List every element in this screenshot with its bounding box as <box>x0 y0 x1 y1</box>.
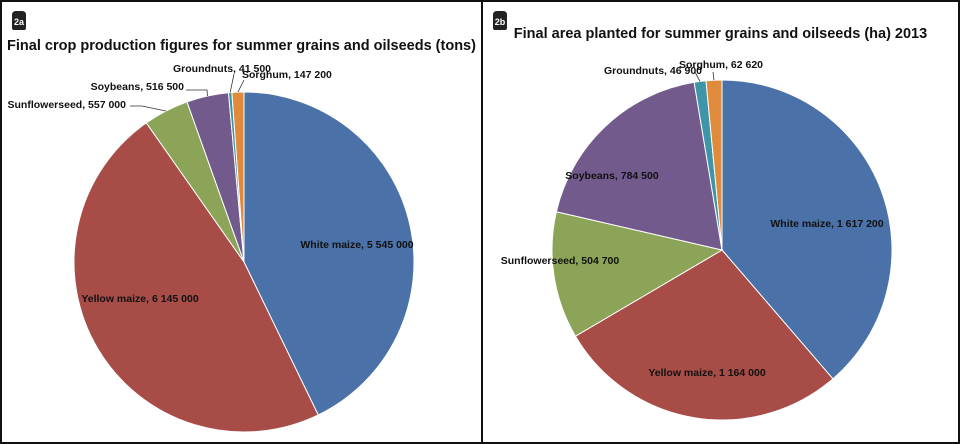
data-label-sunflowerseed: Sunflowerseed, 504 700 <box>501 255 620 267</box>
pie-slice-white-maize <box>721 79 893 380</box>
chart-panel-2b: 2b Final area planted for summer grains … <box>483 2 958 442</box>
data-label-soybeans: Soybeans, 784 500 <box>565 170 659 182</box>
figure-badge-2a: 2a <box>12 11 26 30</box>
pie-chart-2a: White maize, 5 545 000 Yellow maize, 6 14… <box>8 63 415 433</box>
badge-label-2a: 2a <box>14 17 25 27</box>
data-label-sorghum: Sorghum, 62 620 <box>679 59 763 71</box>
leader-line-soybeans <box>186 89 208 97</box>
chart-title-2b: Final area planted for summer grains and… <box>513 26 928 42</box>
pie-slice-white-maize <box>243 91 415 416</box>
data-label-white-maize: White maize, 5 545 000 <box>300 239 413 251</box>
data-label-soybeans: Soybeans, 516 500 <box>91 81 185 93</box>
leader-line-sunflowerseed <box>130 105 167 112</box>
leader-line-sorghum <box>237 79 245 93</box>
figure-badge-2b: 2b <box>493 11 507 30</box>
leader-line-groundnuts <box>694 71 701 82</box>
data-label-groundnuts: Groundnuts, 46 900 <box>604 65 702 77</box>
panel-divider <box>481 2 483 442</box>
data-label-sunflowerseed: Sunflowerseed, 557 000 <box>8 99 127 111</box>
badge-label-2b: 2b <box>495 17 506 27</box>
data-label-yellow-maize: Yellow maize, 6 145 000 <box>81 293 198 305</box>
chart-title-2a: Final crop production figures for summer… <box>7 38 476 54</box>
leader-line-sorghum <box>712 71 715 81</box>
pie-slice-yellow-maize <box>574 249 834 421</box>
pie-chart-2b: White maize, 1 617 200 Yellow maize, 1 16… <box>501 59 893 421</box>
leader-line-groundnuts <box>229 73 235 93</box>
data-label-groundnuts: Groundnuts, 41 500 <box>173 63 271 75</box>
pie-slice-yellow-maize <box>73 122 319 433</box>
data-label-sorghum: Sorghum, 147 200 <box>242 69 332 81</box>
data-label-yellow-maize: Yellow maize, 1 164 000 <box>648 367 765 379</box>
data-label-white-maize: White maize, 1 617 200 <box>770 218 883 230</box>
chart-panel-2a: 2a Final crop production figures for sum… <box>2 2 481 442</box>
pie-slice-soybeans <box>555 81 723 251</box>
pie-slice-sorghum <box>705 79 723 251</box>
pie-slice-sunflowerseed <box>551 211 724 337</box>
